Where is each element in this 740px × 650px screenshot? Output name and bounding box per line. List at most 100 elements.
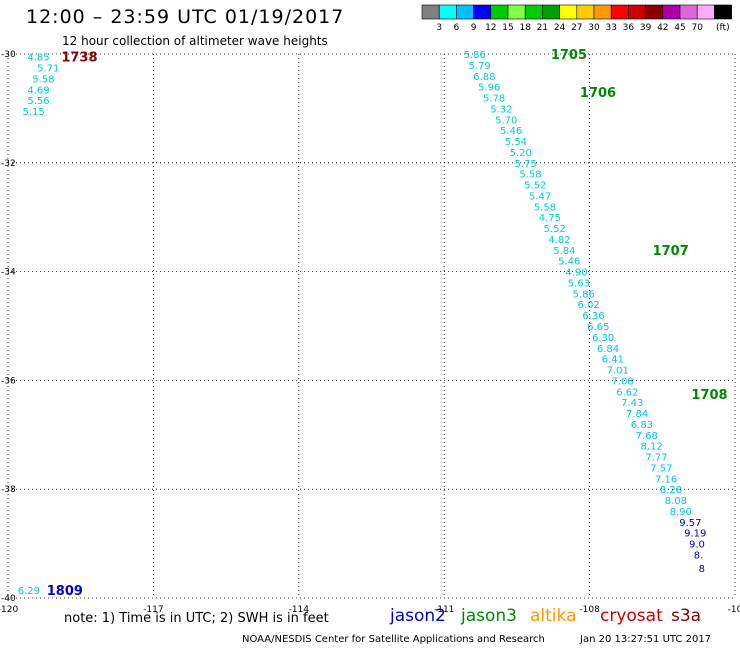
y-tick-label: -38 (1, 485, 16, 495)
x-tick-label: -114 (289, 605, 310, 615)
swh-value-label: 7.57 (650, 463, 672, 474)
swh-observations: 4.855.715.584.695.565.155.865.796.885.96… (18, 50, 707, 597)
y-tick-label: -32 (1, 159, 16, 169)
swh-value-label: 6.36 (582, 311, 604, 322)
swh-value-label: 5.75 (514, 159, 536, 170)
swh-value-label: 5.32 (490, 104, 512, 115)
lat-lon-grid (7, 53, 736, 599)
chart-subtitle: 12 hour collection of altimeter wave hei… (62, 34, 328, 48)
color-bin-label: 27 (571, 23, 582, 33)
swh-value-label: 6.41 (602, 355, 624, 366)
swh-value-label: 8.08 (665, 496, 687, 507)
swh-value-label: 5.86 (573, 289, 595, 300)
swh-value-label: 7.08 (611, 376, 633, 387)
swh-value-label: 4.69 (27, 85, 49, 96)
swh-value-label: 5.86 (464, 50, 486, 61)
y-tick-label: -36 (1, 376, 16, 386)
satellite-legend-item: jason3 (461, 606, 517, 626)
x-tick-label: -108 (579, 605, 600, 615)
swh-value-label: 5.15 (23, 107, 45, 118)
color-bin-swatch (610, 4, 629, 20)
swh-value-label: 9.19 (684, 529, 706, 540)
swh-value-label: 8 (699, 564, 705, 575)
x-tick-label: -120 (0, 605, 18, 615)
color-bin-swatch (524, 4, 543, 20)
footnote: note: 1) Time is in UTC; 2) SWH is in fe… (64, 611, 329, 626)
swh-value-label: 4.82 (548, 235, 570, 246)
color-scale-unit: (ft) (716, 23, 730, 33)
swh-value-label: 6.88 (473, 72, 495, 83)
swh-value-label: 7.84 (626, 409, 648, 420)
swh-value-label: 5.78 (483, 94, 505, 105)
x-tick-label: -10 (728, 605, 740, 615)
swh-value-label: 5.96 (478, 83, 500, 94)
pass-time-label: 1705 (551, 48, 587, 63)
swh-value-label: 5.79 (468, 61, 490, 72)
color-bin-label: 12 (485, 23, 496, 33)
pass-time-label: 1708 (691, 388, 727, 403)
credit-text: NOAA/NESDIS Center for Satellite Applica… (242, 634, 545, 645)
pass-time-label: 1809 (47, 584, 83, 599)
x-tick-label: -111 (434, 605, 454, 615)
swh-value-label: 7.43 (621, 398, 643, 409)
swh-value-label: 5.84 (553, 246, 575, 257)
swh-value-label: 5.56 (27, 96, 49, 107)
swh-value-label: 8.28 (660, 485, 682, 496)
swh-value-label: 6.65 (587, 322, 609, 333)
swh-value-label: 7.01 (607, 366, 629, 377)
swh-value-label: 9.0 (689, 540, 705, 551)
color-bin-label: 3 (436, 23, 442, 33)
swh-value-label: 6.29 (18, 586, 40, 597)
swh-value-label: 5.46 (558, 257, 580, 268)
color-bin-label: 30 (588, 23, 600, 33)
satellite-legend-item: cryosat (600, 606, 663, 626)
swh-value-label: 5.70 (495, 115, 517, 126)
color-bin-label: 39 (640, 23, 652, 33)
time-labels: 1738 1705 1706 1707 1708 1809 (47, 48, 728, 599)
swh-value-label: 5.52 (544, 224, 566, 235)
swh-value-label: 6.62 (616, 387, 638, 398)
swh-value-label: 5.63 (568, 278, 590, 289)
color-bin-swatch (679, 4, 698, 20)
y-tick-label: -30 (1, 50, 16, 60)
color-bin-label: 24 (554, 23, 566, 33)
swh-value-label: 5.58 (534, 202, 556, 213)
swh-value-label: 6.83 (631, 420, 653, 431)
color-bin-label: 33 (605, 23, 616, 33)
color-bin-label: 9 (471, 23, 477, 33)
swh-value-label: 8.12 (640, 442, 662, 453)
swh-value-label: 6.02 (577, 300, 599, 311)
color-bin-label: 70 (691, 23, 703, 33)
swh-value-label: 5.46 (500, 126, 522, 137)
swh-value-label: 6.30 (592, 333, 614, 344)
satellite-legend-item: altika (530, 606, 577, 626)
swh-value-label: 5.71 (37, 64, 59, 75)
x-tick-label: -117 (143, 605, 163, 615)
color-bin-swatch (542, 4, 560, 20)
axis-tick-labels: -120 -117 -114 -111 -108 -10 -30 -32 -34 -36 -38 -4… (0, 50, 740, 615)
color-bin-label: 6 (454, 23, 460, 33)
color-bin-swatch (456, 4, 474, 20)
color-bin-label: 36 (623, 23, 635, 33)
color-bin-label: 21 (537, 23, 548, 33)
color-bin-swatch (507, 4, 526, 20)
generation-timestamp: Jan 20 13:27:51 UTC 2017 (580, 634, 712, 645)
color-bin-swatch (438, 4, 457, 20)
swh-value-label: 9.57 (679, 518, 701, 529)
pass-time-label: 1707 (653, 244, 689, 259)
swh-value-label: 4.75 (539, 213, 561, 224)
y-tick-label: -34 (1, 268, 16, 278)
swh-value-label: 7.16 (655, 474, 677, 485)
swh-value-label: 5.58 (519, 170, 541, 181)
y-tick-label: -40 (1, 594, 16, 604)
color-bin-swatch (696, 4, 715, 20)
color-bin-swatch (714, 4, 732, 20)
color-bin-swatch (645, 4, 664, 20)
swh-value-label: 5.58 (32, 74, 54, 85)
pass-time-label: 1738 (61, 51, 97, 66)
color-bin-label: 45 (674, 23, 685, 33)
color-bin-swatch (559, 4, 578, 20)
satellite-legend-item: s3a (671, 606, 702, 626)
pass-time-label: 1706 (580, 86, 616, 101)
